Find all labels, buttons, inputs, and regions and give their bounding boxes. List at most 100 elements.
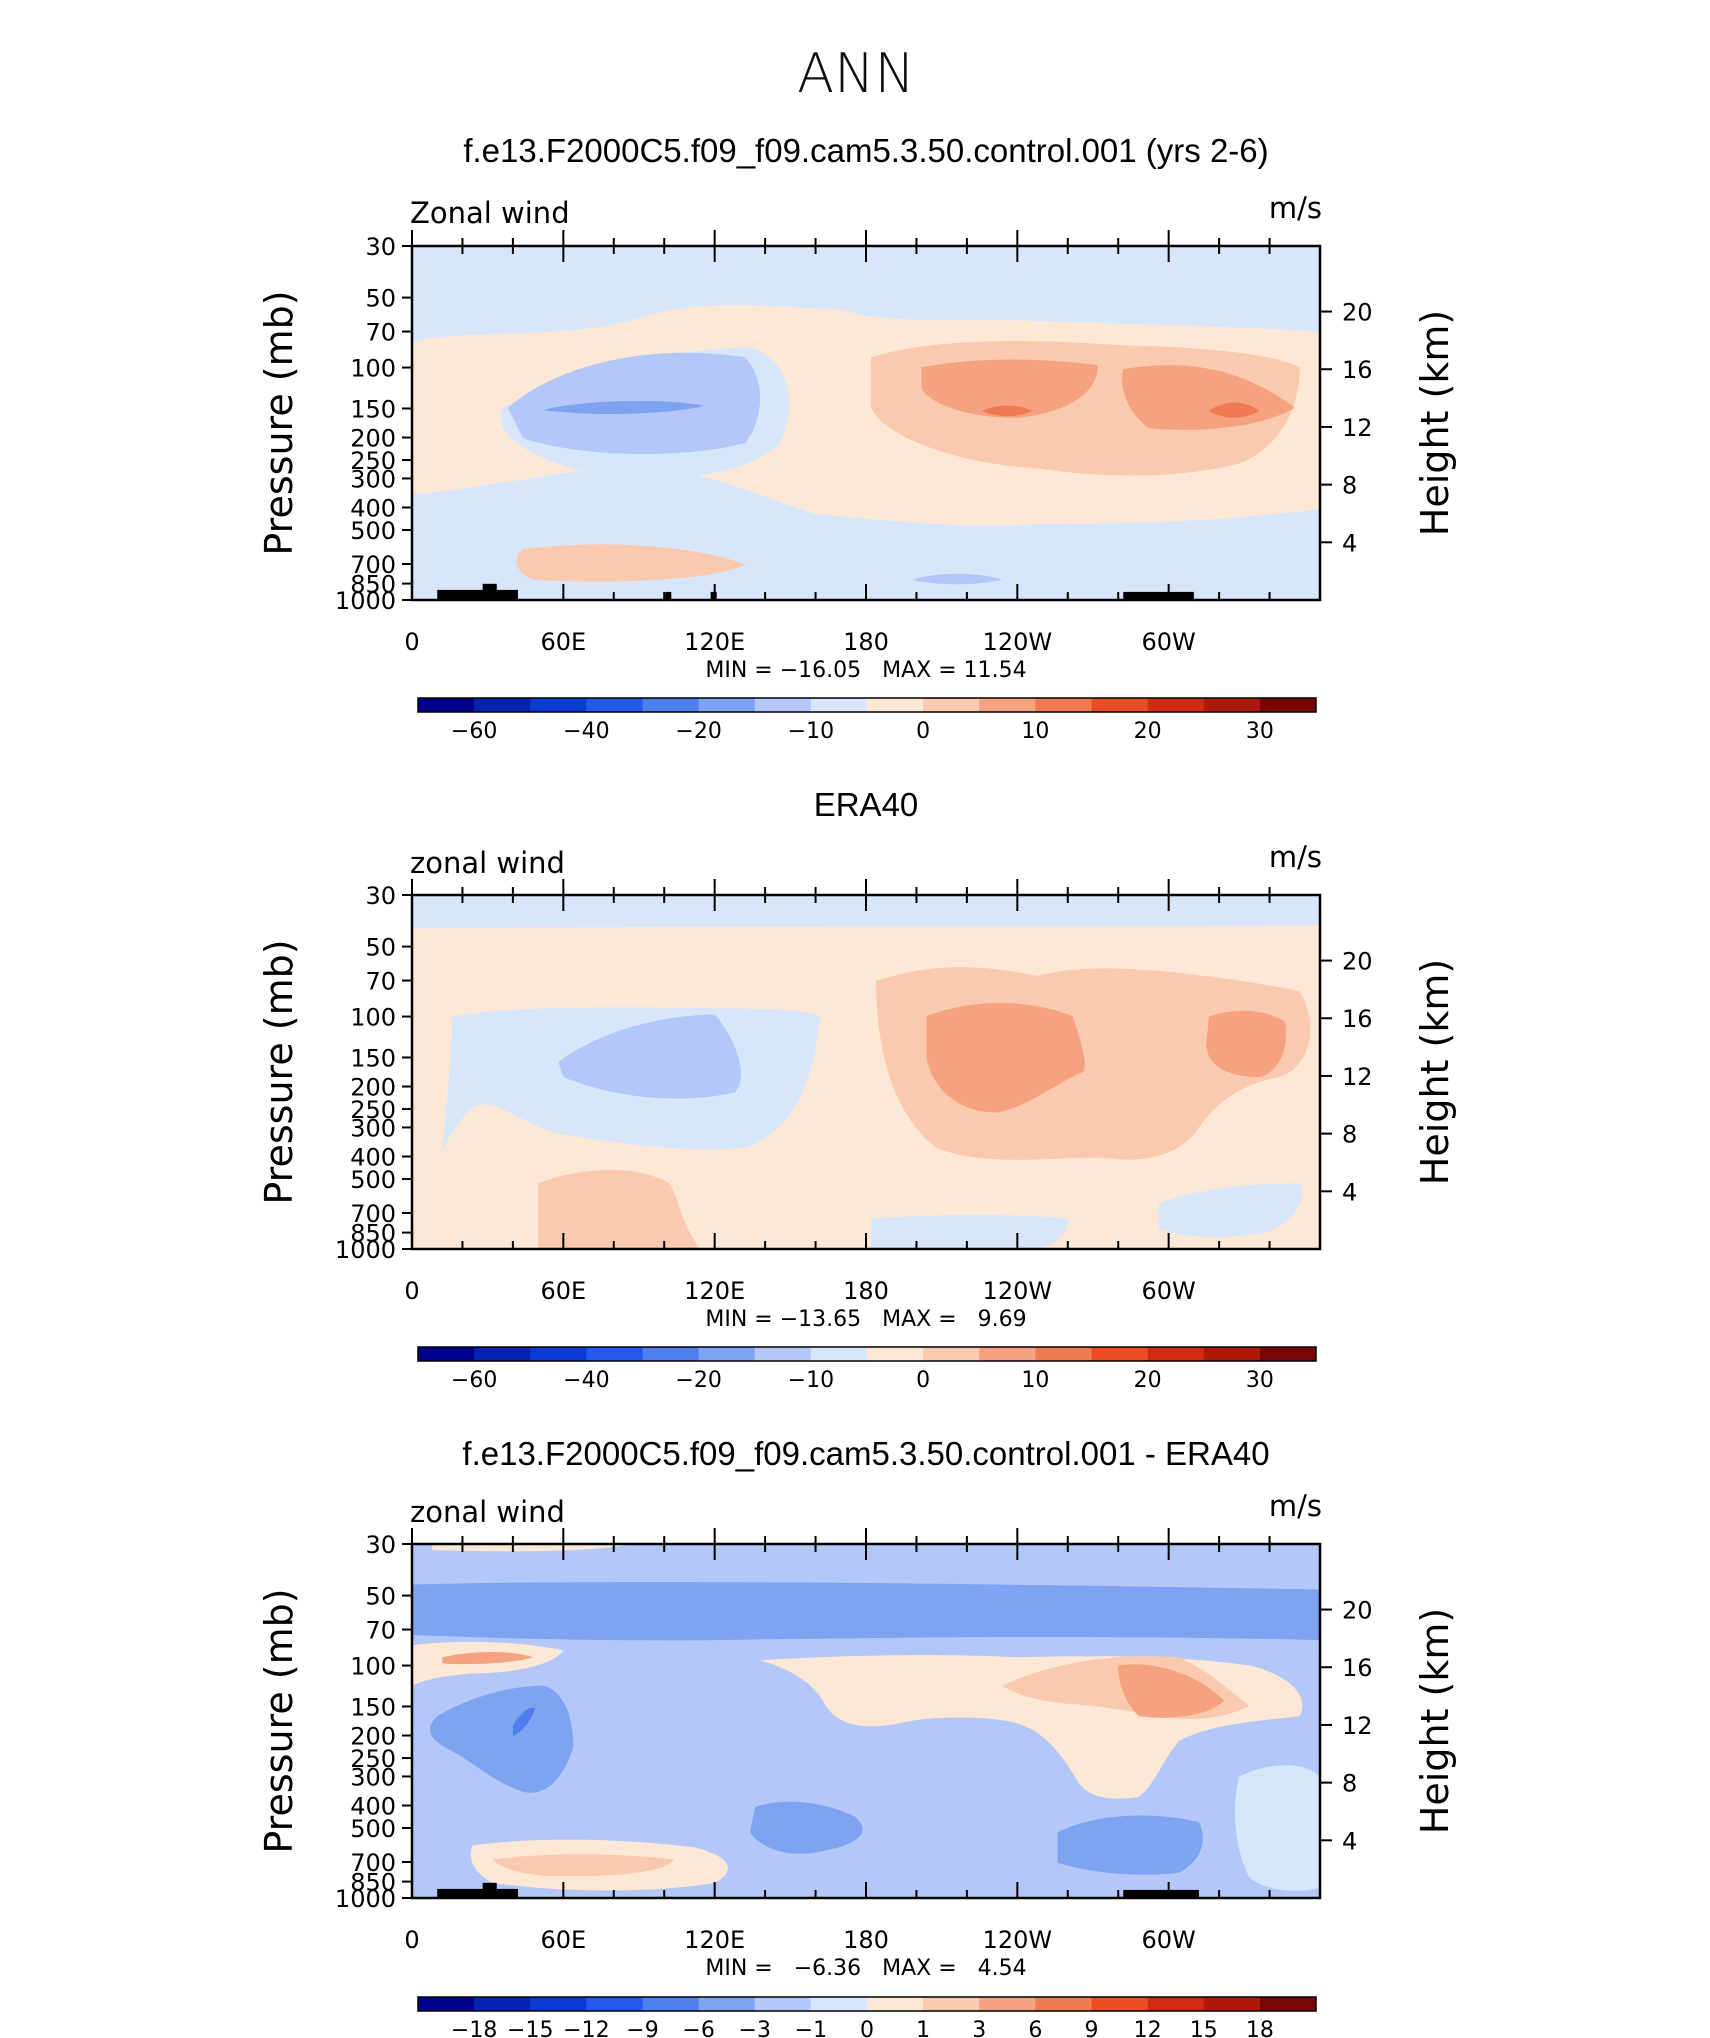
panel-1-topography-2 xyxy=(482,583,497,600)
panel-3-right-negative xyxy=(1234,1765,1320,1891)
panel-2-colorbar: −60 −40 −20 −10 0 10 20 30 xyxy=(417,1346,1317,1393)
colorbar-swatch xyxy=(698,1997,756,2011)
pressure-tick-label: 850 xyxy=(350,1869,396,1897)
pressure-tick-label: 1000 xyxy=(335,1885,396,1913)
panel-3-variable: zonal wind xyxy=(410,1495,565,1529)
colorbar-frame xyxy=(417,1996,1317,2012)
panel-1-units: m/s xyxy=(1269,191,1322,225)
colorbar-label: 30 xyxy=(1246,719,1274,744)
colorbar-swatch xyxy=(698,698,756,712)
colorbar-swatch xyxy=(418,698,475,712)
colorbar-label: 18 xyxy=(1246,2018,1274,2038)
pressure-tick-label: 70 xyxy=(365,319,396,347)
pressure-tick-label: 70 xyxy=(365,1617,396,1645)
pressure-tick-label: 30 xyxy=(365,233,396,261)
colorbar-swatch xyxy=(642,1347,700,1361)
colorbar-label: −40 xyxy=(563,719,609,744)
panel-3-east-positive-core xyxy=(1118,1664,1225,1718)
pressure-tick-label: 400 xyxy=(350,494,396,522)
pressure-tick-label: 400 xyxy=(350,1792,396,1820)
panel-3-ylabel: Pressure (mb) xyxy=(257,1588,301,1853)
x-tick-label: 120W xyxy=(983,628,1053,656)
pressure-tick-label: 50 xyxy=(365,934,396,962)
colorbar-label: −1 xyxy=(795,2018,827,2038)
pressure-tick-label: 100 xyxy=(350,1004,396,1032)
height-tick-label: 16 xyxy=(1342,1005,1373,1033)
height-tick-label: 16 xyxy=(1342,1654,1373,1682)
panel-1-positive-max-a xyxy=(982,405,1033,417)
panel-1-min-max: MIN = −16.05 MAX = 11.54 xyxy=(705,658,1026,683)
colorbar-swatch xyxy=(1203,1997,1261,2011)
colorbar-swatch xyxy=(923,698,980,712)
colorbar-label: 6 xyxy=(1028,2018,1042,2038)
panel-2-surface-negative-a xyxy=(871,1214,1068,1249)
x-tick-label: 60W xyxy=(1142,1277,1196,1305)
colorbar-label: 0 xyxy=(916,1368,930,1393)
x-tick-label: 180 xyxy=(843,1926,889,1954)
colorbar-swatch xyxy=(810,1997,868,2011)
x-tick-label: 60E xyxy=(540,1277,586,1305)
colorbar-swatch xyxy=(1035,1347,1092,1361)
colorbar-frame xyxy=(417,697,1317,713)
pressure-tick-label: 50 xyxy=(365,1583,396,1611)
colorbar-label: −60 xyxy=(451,719,497,744)
pressure-tick-label: 500 xyxy=(350,1166,396,1194)
colorbar-label: 15 xyxy=(1190,2018,1218,2038)
colorbar-label: −18 xyxy=(451,2018,497,2038)
panel-3: f.e13.F2000C5.f09_f09.cam5.3.50.control.… xyxy=(257,1435,1457,2038)
colorbar-label: −60 xyxy=(451,1368,497,1393)
x-tick-label: 180 xyxy=(843,1277,889,1305)
panel-2-ylabel: Pressure (mb) xyxy=(257,939,301,1204)
panel-3-field xyxy=(412,1544,1320,1898)
panel-2-field xyxy=(412,895,1320,1249)
height-tick-label: 8 xyxy=(1342,472,1357,500)
panel-2-positive-core-b xyxy=(1205,1010,1286,1078)
colorbar-label: 10 xyxy=(1021,719,1049,744)
colorbar-swatch xyxy=(867,698,924,712)
pressure-tick-label: 30 xyxy=(365,882,396,910)
colorbar-swatch xyxy=(474,1347,531,1361)
pressure-tick-label: 500 xyxy=(350,1815,396,1843)
x-tick-label: 120W xyxy=(983,1926,1053,1954)
panel-1-topography-5 xyxy=(1123,591,1194,600)
panel-3-top-band xyxy=(412,1554,1320,1592)
pressure-tick-label: 30 xyxy=(365,1531,396,1559)
pressure-tick-label: 1000 xyxy=(335,587,396,615)
colorbar-swatch xyxy=(923,1347,980,1361)
pressure-tick-label: 50 xyxy=(365,285,396,313)
panel-1-variable: Zonal wind xyxy=(410,196,570,230)
panel-3-top-edge-positive xyxy=(432,1544,634,1552)
panel-3-strat-negative xyxy=(412,1581,1320,1641)
pressure-tick-label: 150 xyxy=(350,395,396,423)
colorbar-label: 12 xyxy=(1134,2018,1162,2038)
panel-1-negative-streak xyxy=(543,400,705,414)
colorbar-swatch xyxy=(979,1347,1036,1361)
height-tick-label: 20 xyxy=(1342,948,1373,976)
colorbar-swatch xyxy=(474,698,531,712)
x-tick-label: 120E xyxy=(684,628,745,656)
x-tick-label: 60E xyxy=(540,1926,586,1954)
pressure-tick-label: 200 xyxy=(350,1723,396,1751)
colorbar-label: 30 xyxy=(1246,1368,1274,1393)
panel-2-surface-negative-b xyxy=(1158,1183,1303,1238)
colorbar-swatch xyxy=(810,1347,868,1361)
colorbar-swatch xyxy=(1147,698,1205,712)
colorbar-swatch xyxy=(530,698,587,712)
panel-2-stratosphere-band xyxy=(412,895,1320,929)
height-tick-label: 12 xyxy=(1342,414,1373,442)
panel-2-surface-positive xyxy=(538,1169,700,1249)
pressure-tick-label: 850 xyxy=(350,1220,396,1248)
colorbar-swatch xyxy=(1203,698,1261,712)
colorbar-swatch xyxy=(979,1997,1036,2011)
colorbar-swatch xyxy=(1035,1997,1092,2011)
height-tick-label: 4 xyxy=(1342,1827,1357,1855)
colorbar-swatch xyxy=(810,698,868,712)
colorbar-swatch xyxy=(530,1347,587,1361)
panel-3-west-positive-core xyxy=(442,1651,534,1665)
colorbar-swatch xyxy=(474,1997,531,2011)
pressure-tick-label: 150 xyxy=(350,1693,396,1721)
panel-2: ERA40 zonal wind m/s 3050701001502002503… xyxy=(257,786,1457,1393)
colorbar-swatch xyxy=(923,1997,980,2011)
panel-1-field xyxy=(412,246,1320,600)
